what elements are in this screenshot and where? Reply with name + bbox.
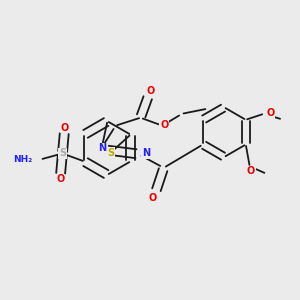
Text: O: O: [60, 123, 68, 133]
Text: N: N: [98, 143, 106, 153]
Text: O: O: [56, 174, 64, 184]
Text: O: O: [160, 120, 168, 130]
Text: N: N: [142, 148, 150, 158]
Text: S: S: [107, 148, 114, 158]
Text: O: O: [267, 108, 275, 118]
Text: O: O: [247, 166, 255, 176]
Text: S: S: [59, 148, 66, 158]
Text: O: O: [149, 193, 157, 202]
Text: NH₂: NH₂: [14, 155, 33, 164]
Text: O: O: [146, 86, 154, 96]
